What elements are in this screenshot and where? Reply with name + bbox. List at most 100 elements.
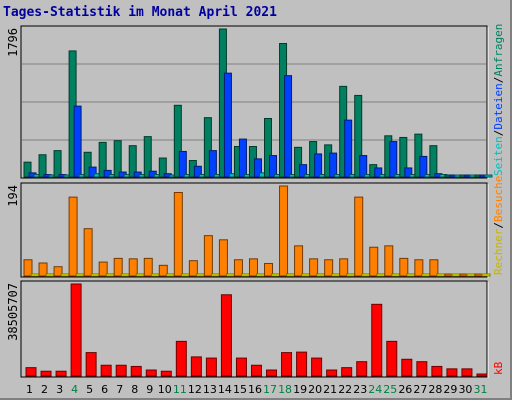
bar-rechner	[316, 273, 326, 277]
bar-anfragen	[158, 157, 167, 178]
y-max-label: 38505707	[6, 283, 20, 341]
day-label: 4	[71, 383, 78, 396]
bar-rechner	[376, 273, 386, 277]
panel-border	[20, 182, 488, 278]
bar-dateien	[344, 119, 353, 178]
bar-anfragen	[264, 117, 273, 178]
day-label: 13	[203, 383, 217, 396]
bar-rechner	[210, 273, 220, 277]
day-label: 27	[413, 383, 427, 396]
bar-besuche	[233, 259, 243, 277]
bar-kb	[55, 370, 67, 377]
bar-kb	[190, 356, 202, 377]
bar-kb	[100, 364, 112, 377]
bar-besuche	[53, 266, 63, 277]
bar-besuche	[384, 245, 394, 277]
bar-rechner	[240, 273, 250, 277]
bar-rechner	[436, 273, 446, 277]
bar-rechner	[135, 273, 145, 277]
panel-border	[20, 25, 488, 179]
legend-separator: /	[492, 77, 505, 84]
bar-kb	[85, 352, 97, 377]
bar-rechner	[331, 273, 341, 277]
bar-rechner	[195, 273, 205, 277]
bar-anfragen	[399, 136, 408, 178]
bar-dateien	[208, 150, 217, 178]
day-label: 10	[158, 383, 172, 396]
bar-anfragen	[98, 141, 107, 178]
day-label: 31	[473, 383, 487, 396]
bar-kb	[70, 283, 82, 377]
bar-besuche	[294, 245, 304, 277]
day-label: 8	[131, 383, 138, 396]
bar-rechner	[165, 273, 175, 277]
bar-kb	[145, 369, 157, 377]
bar-rechner	[451, 273, 461, 277]
bar-anfragen	[113, 140, 122, 178]
legend-kb: kB	[492, 361, 505, 375]
legend-seiten: Seiten	[492, 136, 505, 176]
bar-anfragen	[128, 145, 137, 178]
bar-kb	[371, 303, 383, 377]
bar-kb	[25, 367, 37, 377]
bar-dateien	[329, 152, 338, 178]
day-label: 24	[368, 383, 382, 396]
bar-rechner	[60, 273, 70, 277]
bar-rechner	[301, 273, 311, 277]
bar-kb	[205, 357, 217, 377]
bar-anfragen	[429, 145, 438, 178]
bar-dateien	[193, 165, 202, 178]
bar-rechner	[466, 273, 476, 277]
bar-rechner	[180, 273, 190, 277]
bar-besuche	[354, 196, 364, 277]
day-label: 29	[443, 383, 457, 396]
bar-anfragen	[83, 151, 92, 178]
bar-seiten	[484, 174, 493, 178]
legend-separator: /	[492, 222, 505, 229]
bar-rechner	[346, 273, 356, 277]
bar-anfragen	[143, 136, 152, 178]
bar-besuche	[38, 262, 48, 277]
bar-rechner	[421, 273, 431, 277]
legend-anfragen: Anfragen	[492, 24, 505, 77]
bar-kb	[326, 369, 338, 377]
bar-besuche	[23, 259, 33, 277]
bar-besuche	[203, 235, 213, 277]
bar-kb	[386, 340, 398, 377]
day-label: 25	[383, 383, 397, 396]
day-label: 17	[263, 383, 277, 396]
legend-besuche: Besuche	[492, 176, 505, 222]
bar-rechner	[406, 273, 416, 277]
bar-besuche	[173, 191, 183, 277]
bar-besuche	[83, 228, 93, 277]
bar-kb	[40, 370, 52, 377]
bar-anfragen	[53, 150, 62, 178]
bar-kb	[266, 369, 278, 377]
bar-besuche	[369, 246, 379, 277]
bar-dateien	[103, 169, 112, 178]
bar-rechner	[271, 273, 281, 277]
bar-kb	[476, 373, 488, 377]
bar-kb	[281, 352, 293, 377]
bar-besuche	[324, 259, 334, 277]
bar-besuche	[429, 259, 439, 277]
bar-dateien	[88, 166, 97, 178]
bar-rechner	[120, 273, 130, 277]
bar-kb	[401, 358, 413, 377]
bar-rechner	[30, 273, 40, 277]
bar-kb	[115, 364, 127, 377]
day-label: 2	[41, 383, 48, 396]
legend-text: Seiten/Dateien/Anfragen	[492, 24, 505, 176]
bar-kb	[341, 367, 353, 377]
bar-dateien	[299, 164, 308, 178]
bar-rechner	[150, 273, 160, 277]
bar-dateien	[223, 72, 232, 178]
bar-besuche	[399, 257, 409, 277]
legend: Seiten/Dateien/Anfragen	[492, 24, 505, 176]
day-label: 28	[428, 383, 442, 396]
day-label: 1	[26, 383, 33, 396]
legend-dateien: Dateien	[492, 83, 505, 129]
y-max-label: 1796	[6, 28, 20, 57]
